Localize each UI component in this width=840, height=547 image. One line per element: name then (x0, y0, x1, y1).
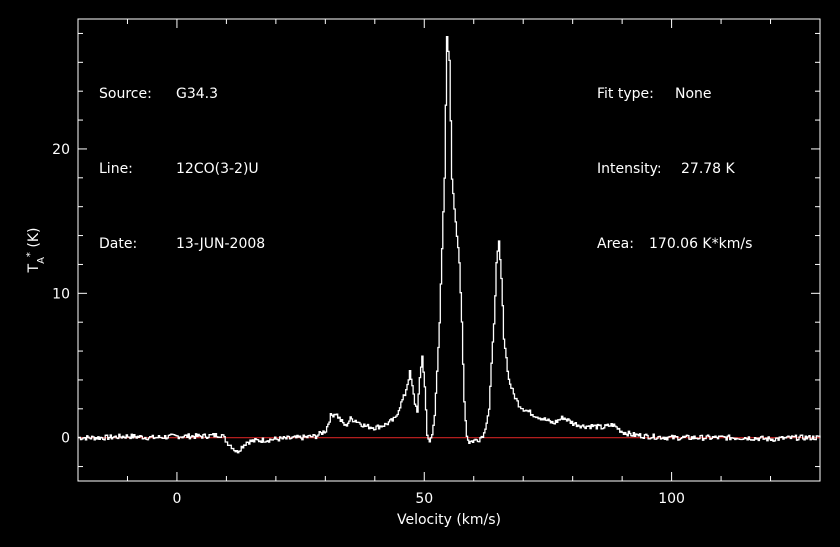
source-label: Source: (99, 86, 152, 102)
intensity-label: Intensity: (597, 161, 662, 177)
x-tick-label: 100 (658, 491, 685, 507)
y-tick-label: 20 (52, 142, 70, 158)
date-label: Date: (99, 236, 138, 252)
area-label: Area: (597, 236, 634, 252)
intensity-value: 27.78 K (681, 161, 735, 177)
y-tick-label: 0 (61, 431, 70, 447)
line-label: Line: (99, 161, 133, 177)
area-value: 170.06 K*km/s (649, 236, 753, 252)
source-value: G34.3 (176, 86, 219, 102)
plot-frame (77, 18, 821, 482)
x-tick-label: 50 (415, 491, 433, 507)
x-tick-label: 0 (172, 491, 181, 507)
spectrum-series-line (78, 35, 821, 454)
y-axis-label: TA* (K) (25, 228, 47, 274)
spectrum-info-right: Fit type: None Intensity: 27.78 K Area: 170… (597, 32, 752, 282)
fit-type-label: Fit type: (597, 86, 654, 102)
fit-type-value: None (675, 86, 712, 102)
spectrum-info-left: Source: G34.3 Line: 12CO(3-2)U Date: 13-JUN… (99, 32, 265, 282)
y-tick-label: 10 (52, 286, 70, 302)
axis-ticks: 0 50 100 0 10 20 (52, 19, 821, 507)
date-value: 13-JUN-2008 (176, 236, 266, 252)
line-value: 12CO(3-2)U (176, 161, 259, 177)
x-axis-label: Velocity (km/s) (397, 512, 501, 528)
